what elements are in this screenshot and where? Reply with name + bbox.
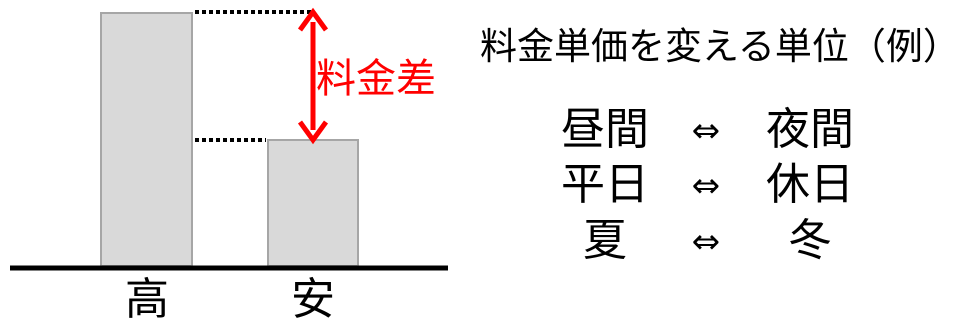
row-right-term: 冬 xyxy=(788,215,832,266)
double-arrow-icon: ⇔ xyxy=(691,111,721,151)
double-arrow-icon: ⇔ xyxy=(691,222,721,262)
units-heading: 料金単価を変える単位（例） xyxy=(480,25,960,68)
row-right-term: 夜間 xyxy=(766,104,854,155)
row-left-term: 昼間 xyxy=(561,104,649,155)
bar-high xyxy=(100,12,193,267)
price-difference-label: 料金差 xyxy=(316,56,436,102)
row-left-term: 夏 xyxy=(583,215,627,266)
row-left-term: 平日 xyxy=(561,159,649,210)
row-right-term: 休日 xyxy=(766,159,854,210)
price-difference-arrow xyxy=(297,7,329,145)
double-arrow-icon: ⇔ xyxy=(691,166,721,206)
bar-low xyxy=(267,139,359,267)
bar-label-low: 安 xyxy=(291,274,335,325)
bar-label-high: 高 xyxy=(125,274,169,325)
